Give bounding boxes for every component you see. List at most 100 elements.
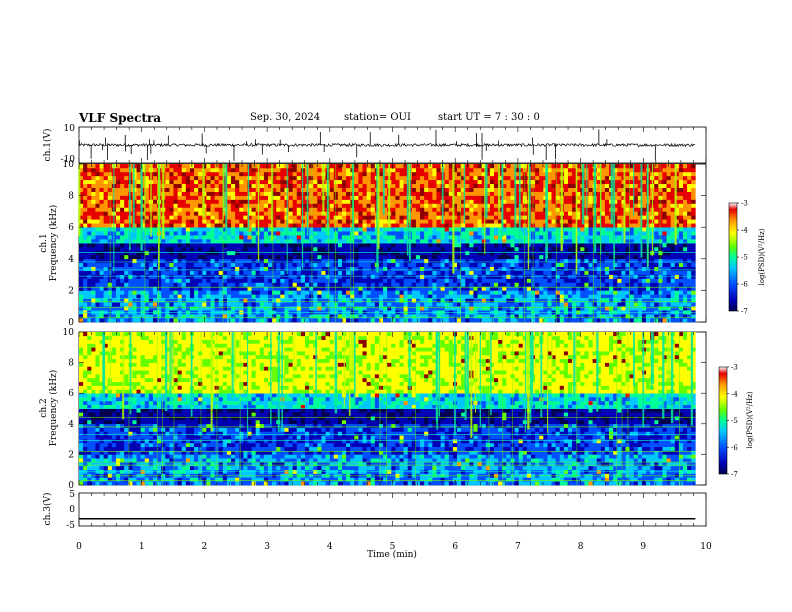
spectrogram-cell (547, 223, 552, 228)
spectrogram-cell (424, 318, 429, 323)
spectrogram-cell (83, 258, 88, 264)
spectrogram-cell (292, 314, 298, 319)
spectrogram-cell (111, 278, 117, 283)
spectrogram-cell (177, 164, 183, 169)
spectrogram-cell (91, 219, 96, 224)
spectrogram-cell (567, 246, 573, 252)
spectrogram-cell (284, 235, 289, 240)
spectrogram-cell (268, 239, 273, 244)
spectrogram-cell (420, 191, 425, 196)
spectrogram-cell (231, 167, 236, 173)
spectrogram-cell (148, 235, 154, 240)
spectrogram-cell (563, 282, 569, 287)
spectrogram-cell (485, 211, 491, 216)
spectrogram-cell (136, 290, 141, 295)
spectrogram-cell (152, 298, 158, 303)
spectrogram-cell (99, 243, 104, 248)
spectrogram-cell (461, 314, 466, 319)
spectrogram-cell (457, 306, 462, 311)
spectrogram-cell (370, 270, 376, 275)
spectrogram-cell (378, 282, 384, 287)
spectrogram-cell (370, 207, 376, 212)
spectrogram-cell (317, 183, 322, 188)
spectrogram-cell (165, 167, 170, 173)
spectrogram-cell (350, 294, 355, 299)
spectrogram-cell (403, 246, 409, 252)
spectrogram-cell (420, 239, 425, 244)
spectrogram-cell (440, 231, 445, 236)
spectrogram-cell (378, 239, 384, 244)
spectrogram-cell (465, 258, 470, 264)
spectrogram-cell (83, 195, 88, 200)
spectrogram-cell (284, 239, 289, 244)
spectrogram-cell (206, 219, 211, 224)
spectrogram-cell (411, 203, 417, 208)
spectrogram-cell (177, 171, 183, 177)
spectrogram-cell (555, 298, 561, 303)
spectrogram-cell (272, 278, 277, 283)
spectrogram-cell (350, 306, 355, 311)
spectrogram-cell (452, 207, 458, 212)
spectrogram-cell (387, 314, 392, 319)
spectrogram-cell (91, 179, 96, 185)
spectrogram-cell (280, 278, 285, 283)
spectrogram-cell (383, 250, 388, 256)
spectrogram-cell (510, 266, 515, 271)
spectrogram-cell (510, 203, 515, 208)
spectrogram-cell (448, 227, 454, 232)
spectrogram-cell (173, 250, 178, 256)
spectrogram-cell (428, 167, 433, 173)
spectrogram-cell (83, 306, 88, 311)
spectrogram-cell (144, 286, 150, 291)
spectrogram-cell (128, 250, 133, 256)
spectrogram-cell (152, 235, 158, 240)
spectrogram-cell (452, 302, 458, 307)
spectrogram-cell (317, 219, 322, 224)
spectrogram-cell (341, 306, 347, 311)
spectrogram-cell (173, 171, 178, 177)
spectrogram-cell (391, 191, 396, 196)
spectrogram-cell (383, 298, 388, 303)
spectrogram-cell (452, 282, 458, 287)
spectrogram-cell (378, 258, 384, 264)
spectrogram-cell (235, 254, 240, 260)
spectrogram-cell (559, 302, 565, 307)
spectrogram-cell (473, 195, 478, 200)
spectrogram-cell (280, 318, 285, 323)
spectrogram-cell (366, 286, 372, 291)
spectrogram-cell (226, 175, 232, 181)
spectrogram-cell (276, 306, 281, 311)
spectrogram-cell (539, 250, 544, 256)
spectrogram-cell (428, 171, 433, 177)
spectrogram-cell (272, 286, 277, 291)
spectrogram-cell (103, 171, 109, 177)
spectrogram-cell (177, 207, 183, 212)
spectrogram-cell (457, 266, 462, 271)
spectrogram-cell (436, 207, 441, 212)
spectrogram-cell (535, 258, 540, 264)
spectrogram-cell (399, 203, 404, 208)
spectrogram-cell (567, 227, 573, 232)
spectrogram-cell (518, 318, 524, 323)
spectrogram-cell (502, 235, 507, 240)
spectrogram-cell (448, 207, 454, 212)
spectrogram-cell (584, 298, 589, 303)
spectrogram-cell (399, 219, 404, 224)
spectrogram-cell (276, 239, 281, 244)
spectrogram-cell (448, 179, 454, 185)
spectrogram-cell (424, 207, 429, 212)
spectrogram-cell (555, 306, 561, 311)
spectrogram-cell (489, 207, 495, 212)
spectrogram-cell (251, 191, 256, 196)
spectrogram-cell (415, 250, 421, 256)
spectrogram-cell (518, 203, 524, 208)
spectrogram-cell (362, 266, 367, 271)
spectrogram-cell (551, 262, 556, 267)
spectrogram-cell (181, 187, 187, 192)
spectrogram-cell (333, 266, 339, 271)
spectrogram-cell (473, 164, 478, 169)
spectrogram-cell (477, 318, 482, 323)
spectrogram-cell (214, 183, 220, 188)
spectrogram-cell (547, 171, 552, 177)
spectrogram-cell (83, 199, 88, 204)
